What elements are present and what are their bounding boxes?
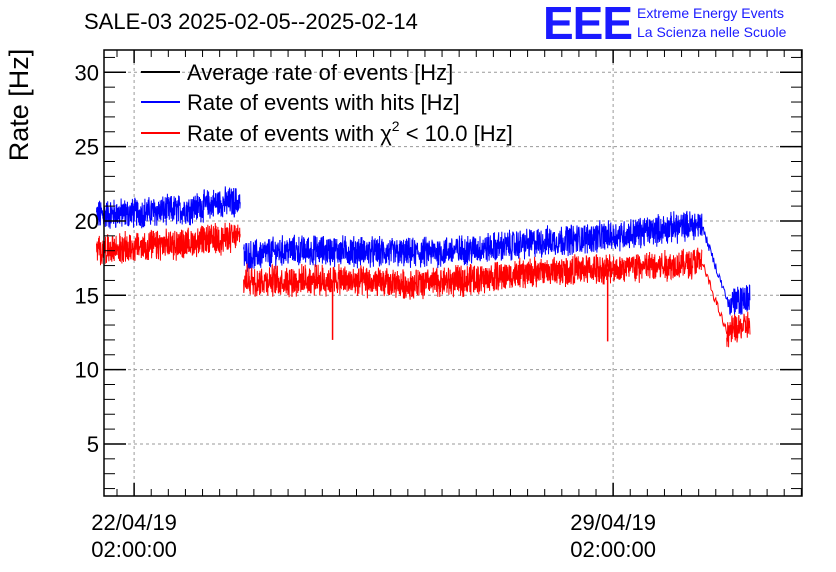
series-segment (243, 247, 703, 300)
series-segment (243, 210, 703, 272)
y-tick-label: 30 (75, 60, 99, 85)
eee-logo: EEE (543, 0, 633, 49)
y-tick-label: 25 (75, 135, 99, 160)
series-hits (96, 186, 751, 316)
legend-label: Rate of events with χ2 < 10.0 [Hz] (187, 118, 513, 146)
logo-caption: Extreme Energy Events La Scienza nelle S… (637, 4, 786, 42)
y-tick-label: 20 (75, 209, 99, 234)
x-tick-label-time: 02:00:00 (91, 537, 177, 562)
legend-label-suffix: < 10.0 [Hz] (400, 121, 513, 146)
legend-label: Rate of events with hits [Hz] (187, 90, 460, 115)
legend-label-chi: χ (380, 121, 392, 146)
series-layer (96, 186, 751, 348)
series-segment (726, 311, 751, 348)
series-segment (727, 284, 751, 316)
legend-label-prefix: Rate of events with (187, 121, 380, 146)
series-segment (701, 263, 728, 334)
y-tick-label: 5 (87, 432, 99, 457)
plot-frame (103, 49, 803, 497)
x-tick-label-date: 29/04/19 (570, 510, 656, 535)
grid (104, 50, 802, 496)
series-segment (96, 186, 241, 229)
legend: Average rate of events [Hz] Rate of event… (141, 60, 513, 146)
x-tick-label-date: 22/04/19 (91, 510, 177, 535)
series-segment (96, 222, 241, 266)
y-tick-label: 15 (75, 283, 99, 308)
chart-title: SALE-03 2025-02-05--2025-02-14 (84, 9, 418, 34)
y-axis-label: Rate [Hz] (4, 49, 34, 162)
logo-caption-line2: La Scienza nelle Scuole (637, 24, 787, 40)
logo-caption-line1: Extreme Energy Events (637, 5, 785, 21)
series-chi2 (96, 222, 751, 348)
legend-label-superscript: 2 (392, 118, 400, 134)
y-tick-label: 10 (75, 358, 99, 383)
axes: 5101520253022/04/1902:00:0029/04/1902:00… (75, 50, 802, 562)
x-tick-label-time: 02:00:00 (570, 537, 656, 562)
legend-label: Average rate of events [Hz] (187, 60, 453, 85)
series-segment (701, 226, 729, 308)
